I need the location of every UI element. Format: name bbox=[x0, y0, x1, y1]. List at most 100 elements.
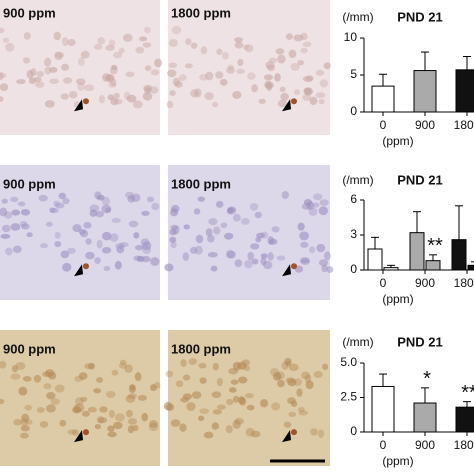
cell bbox=[174, 81, 183, 88]
cell bbox=[0, 27, 5, 34]
cell bbox=[20, 209, 31, 216]
cell bbox=[67, 38, 76, 47]
cell bbox=[258, 98, 266, 104]
cell bbox=[127, 393, 137, 399]
stained-cell bbox=[83, 263, 89, 270]
cell bbox=[313, 371, 323, 379]
micrograph-label: 1800 ppm bbox=[171, 5, 231, 20]
micrograph-label: 900 ppm bbox=[3, 5, 56, 20]
cell bbox=[203, 431, 214, 439]
cell bbox=[111, 217, 121, 224]
cell bbox=[236, 68, 245, 75]
cell bbox=[205, 71, 214, 81]
cell bbox=[105, 44, 115, 51]
cell bbox=[11, 209, 21, 216]
cell bbox=[191, 391, 202, 399]
cell bbox=[243, 365, 251, 372]
cell bbox=[249, 203, 259, 211]
cell bbox=[310, 428, 318, 436]
cell bbox=[105, 390, 116, 398]
cell bbox=[175, 380, 184, 388]
cell bbox=[142, 241, 152, 251]
cell bbox=[267, 236, 274, 245]
cell bbox=[83, 222, 92, 229]
micrograph-bg bbox=[0, 165, 160, 300]
cell bbox=[323, 62, 331, 70]
cell bbox=[256, 232, 265, 239]
cell bbox=[89, 209, 98, 217]
cell bbox=[23, 32, 31, 40]
cell bbox=[5, 42, 15, 52]
cell bbox=[272, 372, 282, 381]
micrograph-label: 1800 ppm bbox=[171, 176, 231, 191]
arrowhead bbox=[74, 430, 83, 443]
cell bbox=[226, 66, 236, 74]
cell bbox=[114, 260, 122, 270]
cell bbox=[279, 86, 286, 93]
cell bbox=[275, 371, 285, 380]
cell bbox=[232, 361, 242, 371]
cell bbox=[135, 46, 145, 54]
cell bbox=[165, 403, 175, 412]
cell bbox=[271, 402, 281, 411]
cell bbox=[251, 84, 258, 93]
cell bbox=[107, 425, 115, 432]
cell bbox=[132, 424, 139, 432]
cell bbox=[323, 251, 331, 261]
micrograph-bg bbox=[168, 0, 330, 135]
cell bbox=[246, 72, 256, 80]
cell bbox=[238, 376, 248, 384]
cell bbox=[309, 246, 316, 254]
cell bbox=[89, 204, 100, 213]
cell bbox=[78, 372, 88, 380]
cell bbox=[20, 418, 29, 427]
cell bbox=[36, 407, 45, 413]
chart-title: PND 21 bbox=[397, 334, 443, 349]
cell bbox=[0, 233, 11, 239]
cell bbox=[72, 406, 82, 414]
cell bbox=[132, 100, 143, 109]
cell bbox=[63, 77, 73, 84]
cell bbox=[284, 357, 292, 366]
cell bbox=[141, 412, 149, 422]
y-tick-label: 6 bbox=[350, 192, 357, 206]
cell bbox=[169, 90, 176, 97]
micrograph: 1800 ppm bbox=[166, 0, 331, 135]
cell bbox=[212, 409, 222, 415]
stained-cell bbox=[83, 429, 89, 436]
cell bbox=[125, 191, 134, 199]
cell bbox=[44, 100, 55, 108]
cell bbox=[247, 251, 255, 261]
cell bbox=[81, 410, 90, 417]
cell bbox=[109, 65, 118, 75]
cell bbox=[133, 255, 142, 261]
stained-cell bbox=[83, 98, 89, 105]
bar bbox=[409, 232, 425, 271]
cell bbox=[134, 244, 144, 251]
cell bbox=[266, 82, 273, 91]
cell bbox=[232, 213, 241, 222]
cell bbox=[302, 93, 312, 101]
cell bbox=[171, 25, 182, 35]
cell bbox=[40, 243, 48, 249]
x-axis-label: (ppm) bbox=[382, 134, 413, 148]
cell bbox=[197, 196, 206, 202]
cell bbox=[149, 420, 158, 428]
cell bbox=[288, 363, 299, 372]
cell bbox=[180, 359, 187, 367]
cell bbox=[246, 404, 255, 411]
cell bbox=[316, 243, 326, 253]
cell bbox=[285, 33, 293, 40]
cell bbox=[304, 374, 312, 383]
cell bbox=[39, 420, 49, 428]
cell bbox=[137, 394, 147, 401]
y-tick-label: 5.0 bbox=[340, 355, 357, 369]
cell bbox=[107, 431, 117, 438]
cell bbox=[280, 92, 289, 101]
cell bbox=[227, 206, 237, 215]
cell bbox=[268, 57, 278, 63]
cell bbox=[189, 246, 198, 254]
cell bbox=[254, 211, 262, 219]
cell bbox=[49, 207, 56, 213]
cell bbox=[84, 84, 95, 92]
